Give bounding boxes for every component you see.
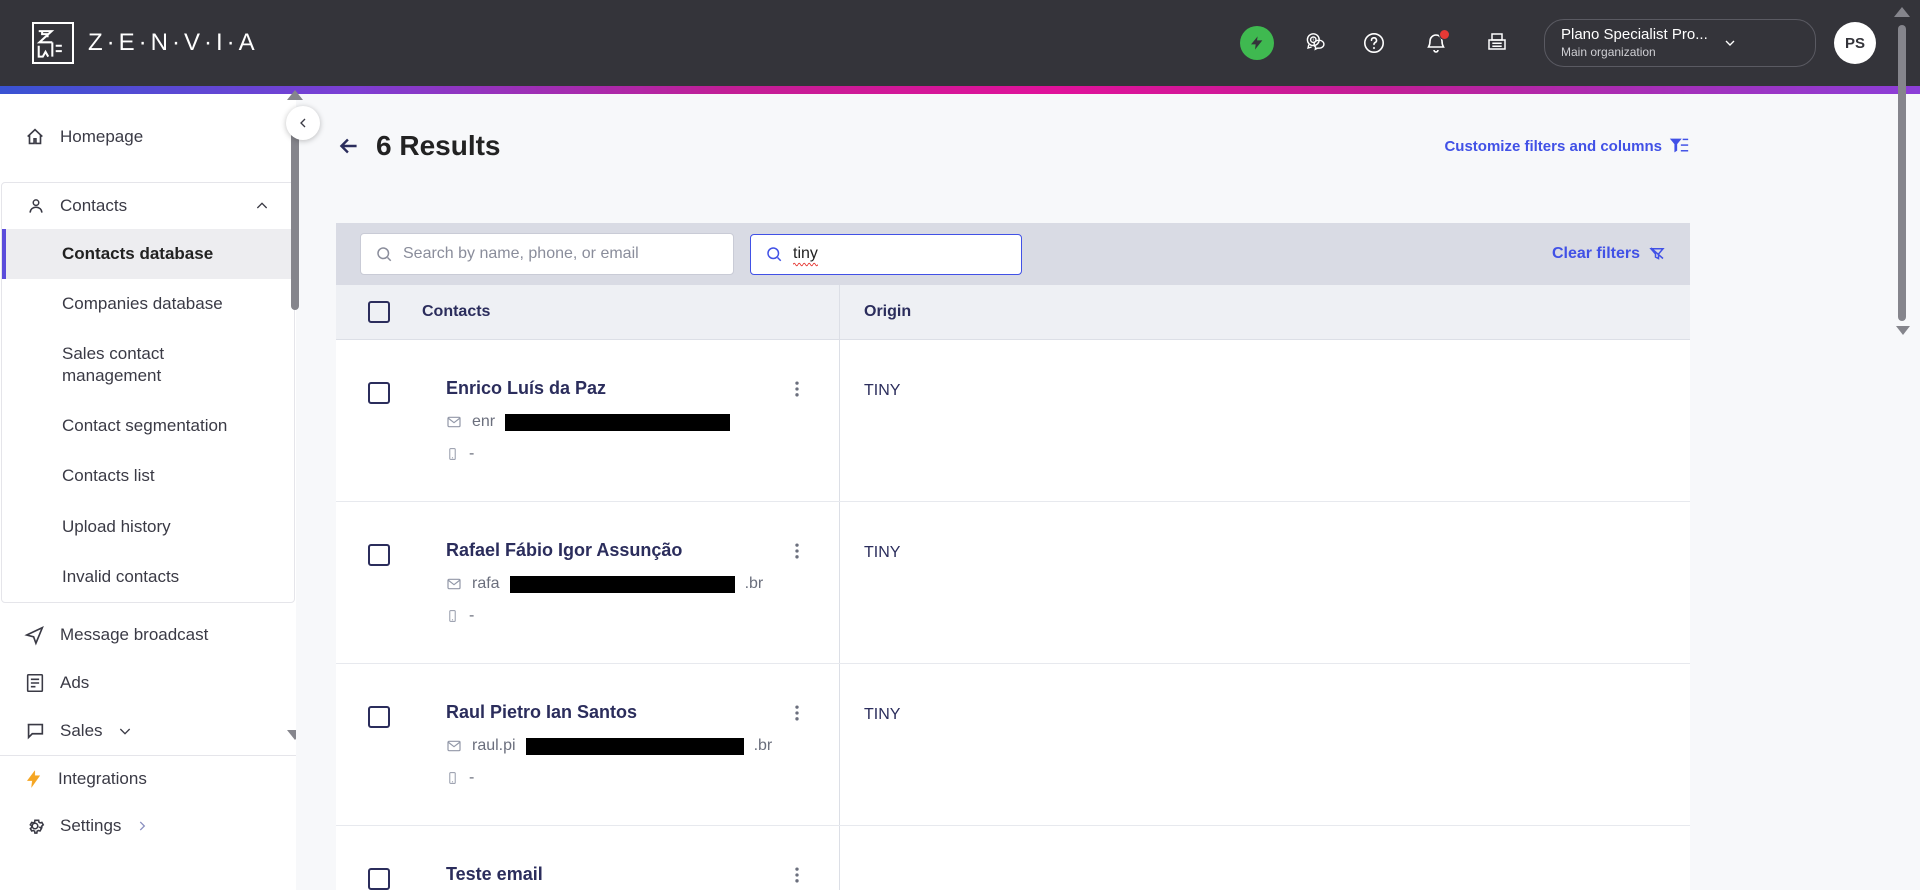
svg-text:?: ? — [1312, 38, 1314, 42]
